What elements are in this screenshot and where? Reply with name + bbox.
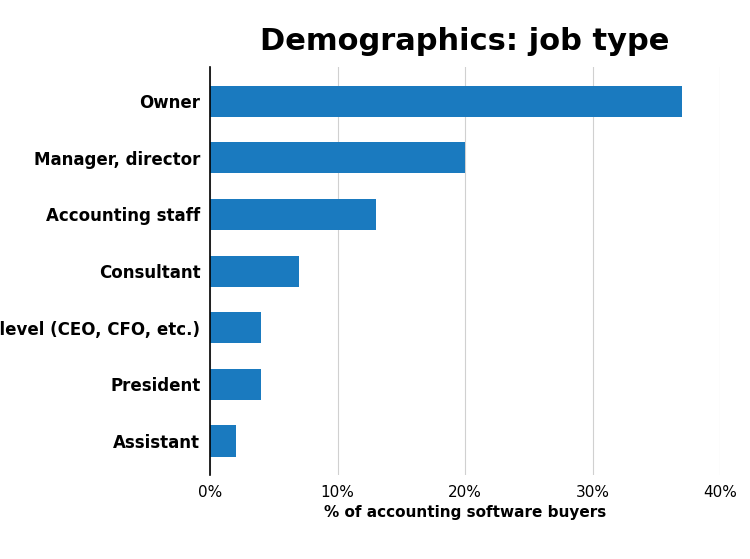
Bar xyxy=(210,312,261,343)
Bar xyxy=(210,143,465,173)
X-axis label: % of accounting software buyers: % of accounting software buyers xyxy=(324,505,606,520)
Bar xyxy=(210,255,299,287)
Bar xyxy=(210,369,261,400)
Bar xyxy=(210,199,376,230)
Bar xyxy=(210,425,236,457)
Title: Demographics: job type: Demographics: job type xyxy=(260,27,670,56)
Bar xyxy=(210,86,682,117)
